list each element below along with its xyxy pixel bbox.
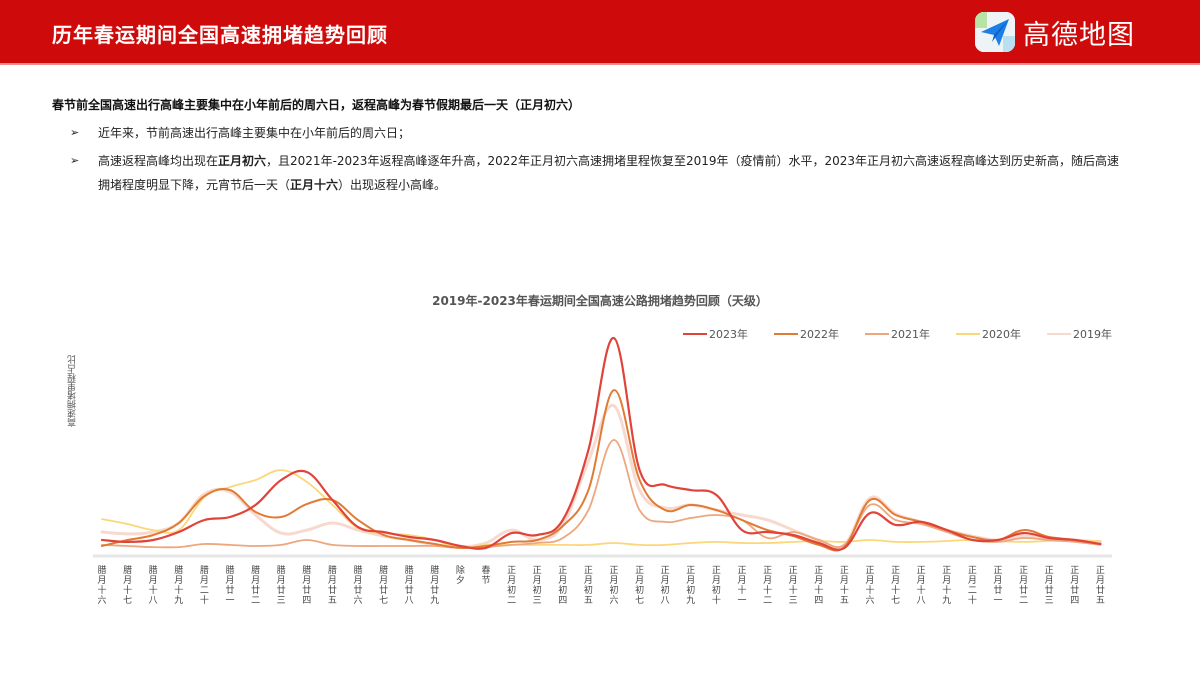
x-tick-label: 正月初四	[558, 566, 568, 606]
chart-legend: 2023年 2022年 2021年 2020年 2019年	[683, 326, 1138, 342]
arrow-bullet-icon: ➢	[70, 154, 80, 167]
series-line-2020	[101, 469, 1102, 549]
legend-swatch-2021	[865, 333, 889, 335]
x-tick-label: 正月廿五	[1095, 566, 1105, 606]
x-tick-label: 腊月二十	[199, 566, 209, 606]
paper-plane-icon	[975, 12, 1015, 52]
summary-text: 春节前全国高速出行高峰主要集中在小年前后的周六日，返程高峰为春节假期最后一天（正…	[52, 98, 581, 112]
x-tick-label: 正月初九	[686, 566, 696, 606]
x-tick-label: 腊月十六	[97, 566, 107, 606]
x-tick-label: 腊月廿二	[251, 566, 261, 606]
x-tick-label: 腊月廿七	[379, 566, 389, 606]
x-tick-label: 正月十二	[763, 566, 773, 606]
x-tick-label: 正月初八	[660, 566, 670, 606]
legend-item-2019: 2019年	[1047, 326, 1112, 342]
legend-item-2021: 2021年	[865, 326, 930, 342]
x-tick-label: 春节	[481, 566, 491, 586]
arrow-bullet-icon: ➢	[70, 126, 80, 139]
x-tick-label: 腊月廿九	[430, 566, 440, 606]
logo-text: 高德地图	[1023, 19, 1135, 51]
x-tick-label: 腊月十七	[123, 566, 133, 606]
bullet-text: 高速返程高峰均出现在正月初六，且2021年-2023年返程高峰逐年升高，2022…	[98, 154, 1120, 192]
x-tick-label: 正月初五	[583, 566, 593, 606]
x-tick-label: 腊月廿一	[225, 566, 235, 606]
legend-item-2020: 2020年	[956, 326, 1021, 342]
x-tick-label: 正月初七	[635, 566, 645, 606]
x-tick-label: 正月廿二	[1019, 566, 1029, 606]
x-axis-labels: 腊月十六 腊月十七 腊月十八 腊月十九 腊月二十 腊月廿一 腊月廿二 腊月廿三 腊月廿四 腊月廿五…	[0, 566, 1200, 616]
legend-item-2022: 2022年	[774, 326, 839, 342]
x-tick-label: 正月初三	[532, 566, 542, 606]
series-line-2021	[101, 439, 1102, 549]
x-tick-label: 正月初十	[711, 566, 721, 606]
x-tick-label: 正月十一	[737, 566, 747, 606]
x-tick-label: 腊月廿五	[327, 566, 337, 606]
x-tick-label: 腊月廿三	[276, 566, 286, 606]
legend-swatch-2019	[1047, 333, 1071, 335]
amap-logo: 高德地图	[975, 12, 1135, 52]
x-tick-label: 正月廿三	[1044, 566, 1054, 606]
x-tick-label: 正月十八	[916, 566, 926, 606]
x-tick-label: 正月十七	[891, 566, 901, 606]
legend-swatch-2022	[774, 333, 798, 335]
x-tick-label: 除夕	[455, 566, 465, 586]
x-tick-label: 正月初二	[507, 566, 517, 606]
series-line-2023	[100, 336, 1102, 551]
x-tick-label: 腊月十八	[148, 566, 158, 606]
x-tick-label: 正月初六	[609, 566, 619, 606]
series-layer	[100, 336, 1102, 552]
legend-swatch-2020	[956, 333, 980, 335]
legend-swatch-2023	[683, 333, 707, 335]
bullet-text: 近年来，节前高速出行高峰主要集中在小年前后的周六日；	[98, 126, 411, 140]
x-tick-label: 正月十五	[839, 566, 849, 606]
x-tick-label: 腊月廿六	[353, 566, 363, 606]
page-title: 历年春运期间全国高速拥堵趋势回顾	[52, 23, 388, 47]
x-tick-label: 正月二十	[967, 566, 977, 606]
x-tick-label: 正月廿四	[1070, 566, 1080, 606]
x-tick-label: 正月十六	[865, 566, 875, 606]
x-tick-label: 腊月廿八	[404, 566, 414, 606]
bullet-item: ➢ 近年来，节前高速出行高峰主要集中在小年前后的周六日；	[70, 121, 1130, 145]
legend-item-2023: 2023年	[683, 326, 748, 342]
chart-title: 2019年-2023年春运期间全国高速公路拥堵趋势回顾（天级）	[432, 294, 768, 308]
x-tick-label: 腊月十九	[174, 566, 184, 606]
x-tick-label: 腊月廿四	[302, 566, 312, 606]
x-tick-label: 正月十四	[814, 566, 824, 606]
x-tick-label: 正月廿一	[993, 566, 1003, 606]
header-bar: 历年春运期间全国高速拥堵趋势回顾 高德地图	[0, 0, 1200, 65]
x-tick-label: 正月十三	[788, 566, 798, 606]
x-tick-label: 正月十九	[942, 566, 952, 606]
bullet-item: ➢ 高速返程高峰均出现在正月初六，且2021年-2023年返程高峰逐年升高，20…	[70, 149, 1130, 197]
